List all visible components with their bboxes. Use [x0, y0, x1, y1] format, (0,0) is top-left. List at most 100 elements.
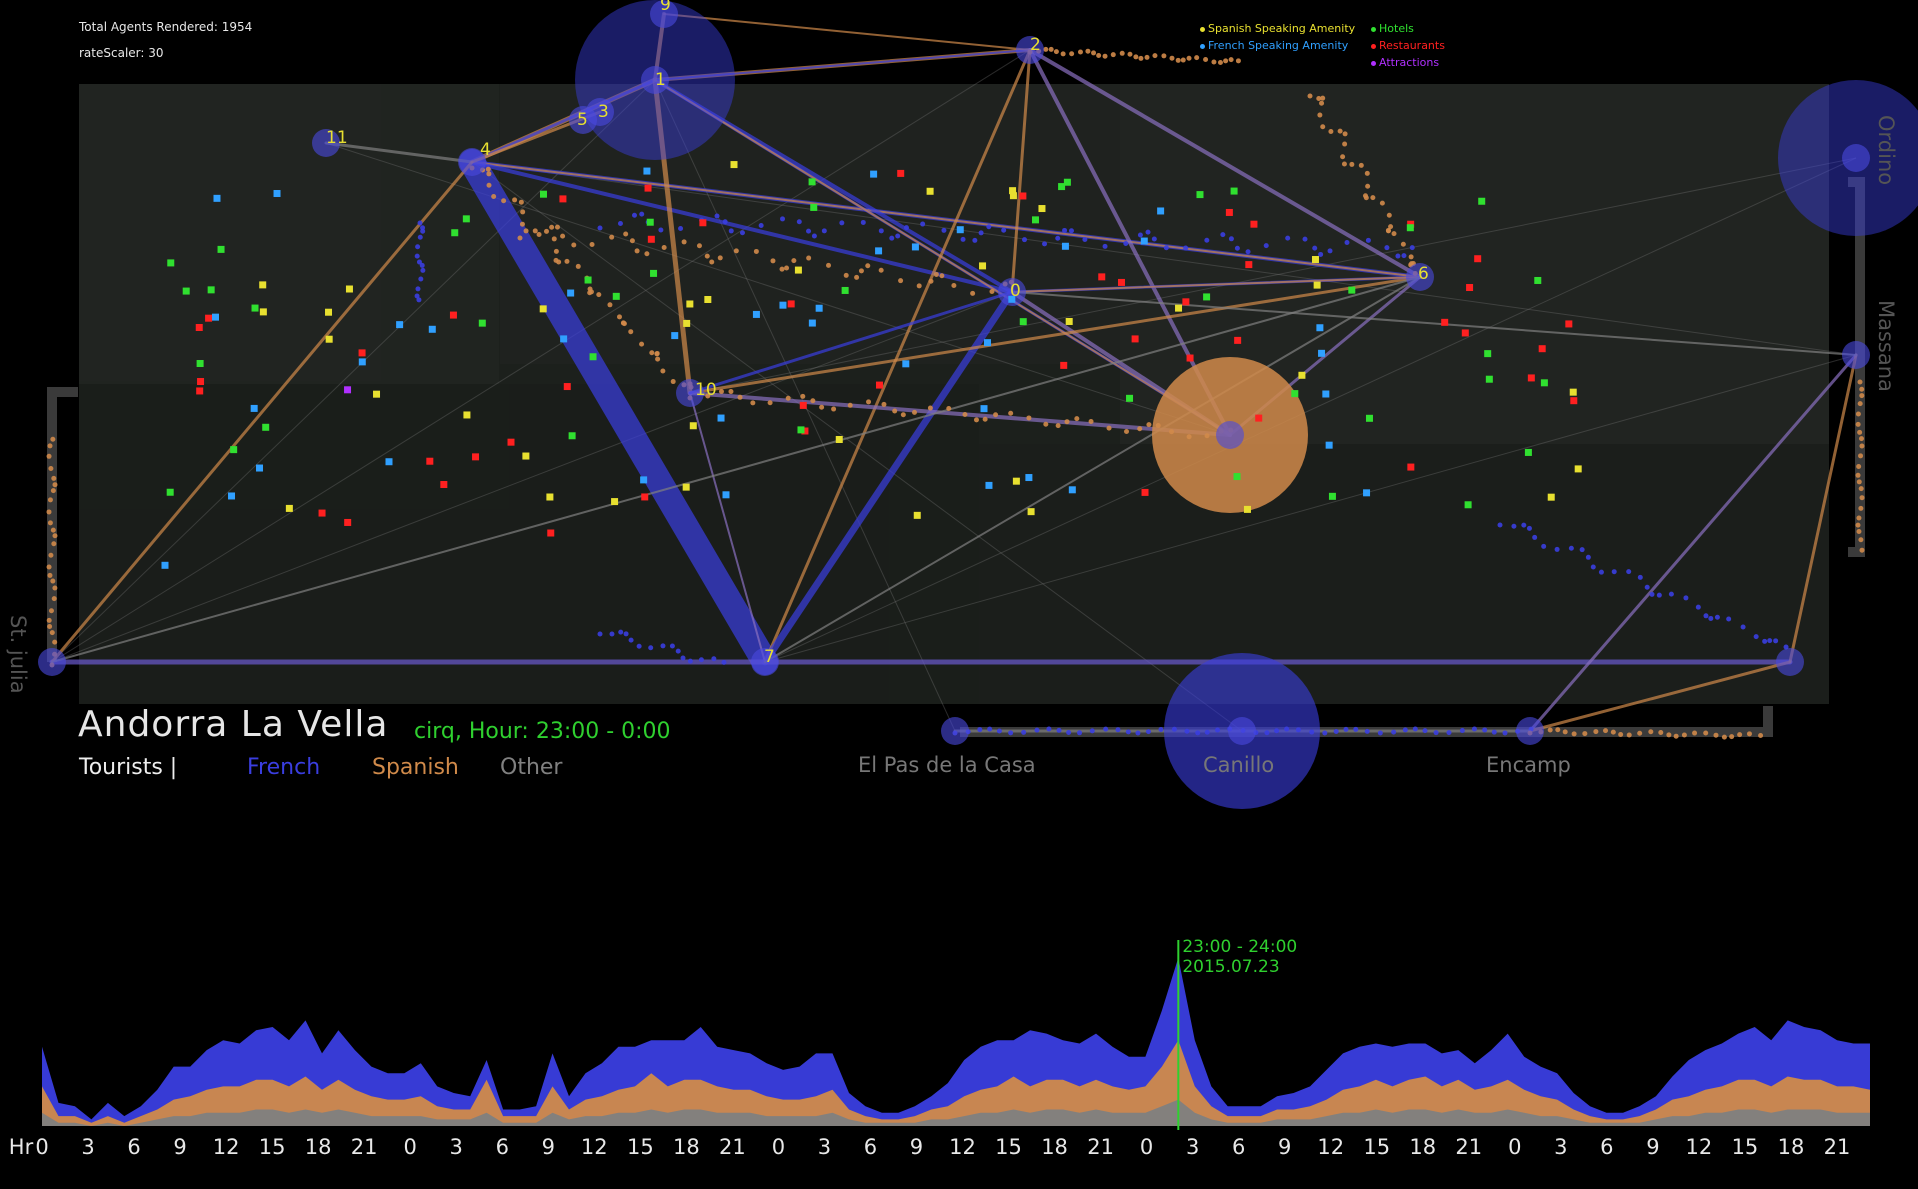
agent-dot — [418, 276, 424, 282]
hub-node[interactable] — [1842, 341, 1870, 369]
series-area-other — [42, 1099, 1870, 1126]
background-edge — [764, 354, 1857, 663]
amenity-point — [560, 335, 568, 343]
amenity-point — [1524, 448, 1532, 456]
agent-dot — [678, 225, 684, 231]
amenity-point — [1243, 505, 1251, 513]
agent-dot — [420, 267, 426, 273]
agent-dot — [1859, 443, 1865, 449]
amenity-point — [522, 452, 530, 460]
agent-dot — [1683, 595, 1689, 601]
agent-dot — [1102, 53, 1108, 59]
agent-dot — [1145, 229, 1151, 235]
agent-dot — [655, 356, 661, 362]
legend-restaurants: Restaurants — [1371, 39, 1445, 52]
agent-dot — [512, 197, 518, 203]
agent-dot — [1089, 728, 1095, 734]
amenity-point — [1230, 187, 1238, 195]
amenity-point — [799, 401, 807, 409]
hub-node[interactable] — [650, 0, 678, 28]
amenity-point — [197, 378, 205, 386]
agent-dot — [621, 321, 627, 327]
network-edge — [654, 49, 1031, 81]
network-edge — [663, 13, 1031, 51]
agent-dot — [1307, 93, 1313, 99]
agent-dot — [996, 728, 1002, 734]
hub-node[interactable] — [458, 148, 486, 176]
background-edge — [471, 161, 1857, 356]
agent-dot — [1858, 537, 1864, 543]
key-french[interactable]: French — [247, 755, 321, 780]
amenity-point — [1019, 192, 1027, 200]
amenity-point — [1255, 414, 1263, 422]
amenity-point — [1466, 284, 1474, 292]
hub-node[interactable] — [569, 106, 597, 134]
agent-dot — [1491, 729, 1497, 735]
agent-dot — [1737, 732, 1743, 738]
agent-dot — [977, 727, 983, 733]
town-el-pas: El Pas de la Casa — [858, 753, 1036, 777]
agent-dot — [962, 412, 968, 418]
agent-dot — [941, 227, 947, 233]
agent-dot — [1137, 426, 1143, 432]
key-spanish[interactable]: Spanish — [372, 755, 459, 780]
key-other[interactable]: Other — [500, 755, 563, 780]
agent-dot — [1022, 237, 1028, 243]
agent-dot — [1858, 486, 1864, 492]
agent-dot — [1401, 253, 1407, 259]
timeline-chart[interactable] — [42, 940, 1870, 1130]
agent-dot — [1767, 638, 1773, 644]
hub-node[interactable] — [312, 129, 340, 157]
hub-node[interactable] — [998, 278, 1026, 306]
hub-node[interactable] — [38, 648, 66, 676]
hub-node[interactable] — [1406, 263, 1434, 291]
amenity-point — [815, 304, 823, 312]
amenity-point — [1068, 486, 1076, 494]
hub-node[interactable] — [941, 717, 969, 745]
agent-dot — [1068, 228, 1074, 234]
amenity-point — [689, 422, 697, 430]
agent-dot — [1521, 522, 1527, 528]
agent-dot — [1138, 55, 1144, 61]
agent-dot — [1327, 248, 1333, 254]
agent-dot — [1692, 730, 1698, 736]
amenity-point — [1065, 317, 1073, 325]
amenity-point — [451, 229, 459, 237]
agent-dot — [1658, 729, 1664, 735]
amenity-point — [1098, 273, 1106, 281]
hub-node[interactable] — [1216, 421, 1244, 449]
agent-dot — [821, 228, 827, 234]
agent-dot — [806, 228, 812, 234]
amenity-point — [699, 219, 707, 227]
hub-node[interactable] — [1776, 648, 1804, 676]
amenity-point — [230, 446, 238, 454]
amenity-point — [682, 483, 690, 491]
agent-dot — [554, 224, 560, 230]
amenity-point — [1527, 374, 1535, 382]
hub-node[interactable] — [1516, 717, 1544, 745]
hub-node[interactable] — [1228, 717, 1256, 745]
agent-dot — [1541, 543, 1547, 549]
agent-dot — [1391, 729, 1397, 735]
hub-node[interactable] — [676, 379, 704, 407]
agent-dot — [1637, 574, 1643, 580]
agent-dot — [661, 245, 667, 251]
agent-dot — [1069, 51, 1075, 57]
agent-dot — [1637, 730, 1643, 736]
amenity-point — [911, 243, 919, 251]
hour-tick: 3 — [81, 1135, 95, 1159]
agent-dot — [486, 182, 492, 188]
amenity-point — [1461, 329, 1469, 337]
hub-node[interactable] — [1842, 144, 1870, 172]
hub-node[interactable] — [641, 66, 669, 94]
hour-tick: 6 — [863, 1135, 878, 1159]
agent-dot — [1074, 416, 1080, 422]
dot-icon — [1371, 26, 1376, 32]
agent-dot — [750, 400, 756, 406]
amenity-point — [1313, 281, 1321, 289]
agent-dot — [523, 228, 529, 234]
hub-node[interactable] — [751, 648, 779, 676]
hub-node[interactable] — [1016, 36, 1044, 64]
agent-dot — [417, 220, 423, 226]
